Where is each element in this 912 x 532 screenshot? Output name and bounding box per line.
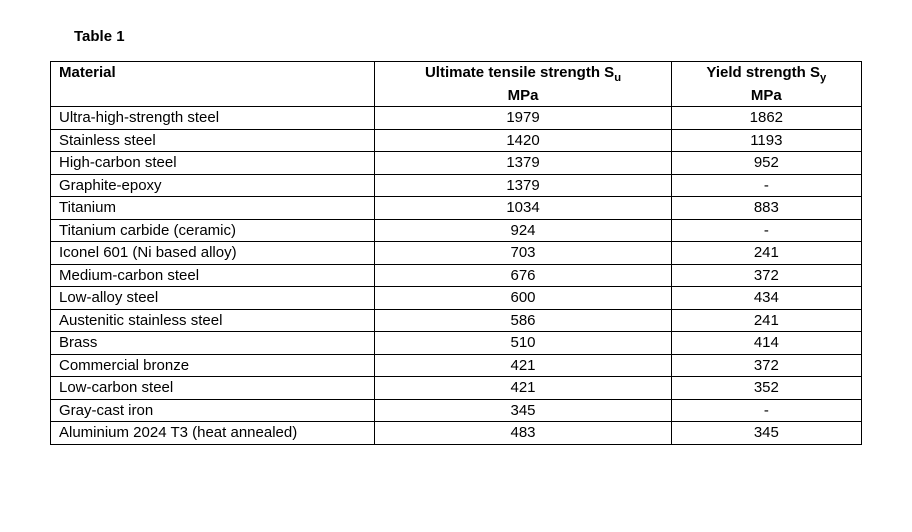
cell-ys: 352	[671, 377, 861, 400]
cell-uts: 1379	[375, 152, 671, 175]
cell-ys: 241	[671, 309, 861, 332]
table-row: Low-carbon steel421352	[51, 377, 862, 400]
cell-uts: 703	[375, 242, 671, 265]
table-row: Medium-carbon steel676372	[51, 264, 862, 287]
cell-uts: 1979	[375, 107, 671, 130]
header-ys-sub: y	[820, 72, 826, 84]
cell-ys: 345	[671, 422, 861, 445]
header-ys-unit: MPa	[680, 86, 853, 106]
cell-ys: -	[671, 399, 861, 422]
table-row: Austenitic stainless steel586241	[51, 309, 862, 332]
cell-uts: 600	[375, 287, 671, 310]
cell-uts: 483	[375, 422, 671, 445]
header-material: Material	[51, 62, 375, 107]
table-row: Titanium1034883	[51, 197, 862, 220]
header-uts: Ultimate tensile strength Su MPa	[375, 62, 671, 107]
header-ys-label: Yield strength S	[706, 64, 820, 81]
materials-table: Material Ultimate tensile strength Su MP…	[50, 61, 862, 445]
cell-material: Graphite-epoxy	[51, 174, 375, 197]
cell-material: Titanium carbide (ceramic)	[51, 219, 375, 242]
cell-ys: 372	[671, 264, 861, 287]
cell-uts: 1034	[375, 197, 671, 220]
cell-material: Medium-carbon steel	[51, 264, 375, 287]
table-row: Ultra-high-strength steel19791862	[51, 107, 862, 130]
cell-uts: 1420	[375, 129, 671, 152]
cell-ys: 1862	[671, 107, 861, 130]
cell-material: High-carbon steel	[51, 152, 375, 175]
header-material-label: Material	[59, 64, 116, 81]
header-uts-sub: u	[614, 72, 621, 84]
cell-ys: 414	[671, 332, 861, 355]
cell-ys: 952	[671, 152, 861, 175]
cell-material: Austenitic stainless steel	[51, 309, 375, 332]
cell-uts: 421	[375, 354, 671, 377]
table-row: Gray-cast iron345-	[51, 399, 862, 422]
cell-uts: 510	[375, 332, 671, 355]
header-ys: Yield strength Sy MPa	[671, 62, 861, 107]
cell-material: Stainless steel	[51, 129, 375, 152]
table-row: High-carbon steel1379952	[51, 152, 862, 175]
table-row: Aluminium 2024 T3 (heat annealed)483345	[51, 422, 862, 445]
table-row: Commercial bronze421372	[51, 354, 862, 377]
table-row: Titanium carbide (ceramic)924-	[51, 219, 862, 242]
cell-material: Iconel 601 (Ni based alloy)	[51, 242, 375, 265]
cell-uts: 924	[375, 219, 671, 242]
cell-ys: -	[671, 174, 861, 197]
table-header-row: Material Ultimate tensile strength Su MP…	[51, 62, 862, 107]
cell-ys: 1193	[671, 129, 861, 152]
table-row: Stainless steel14201193	[51, 129, 862, 152]
cell-ys: 883	[671, 197, 861, 220]
table-row: Brass510414	[51, 332, 862, 355]
table-row: Graphite-epoxy1379-	[51, 174, 862, 197]
table-caption: Table 1	[74, 28, 862, 45]
cell-material: Low-alloy steel	[51, 287, 375, 310]
cell-ys: 241	[671, 242, 861, 265]
cell-material: Commercial bronze	[51, 354, 375, 377]
cell-ys: -	[671, 219, 861, 242]
table-row: Low-alloy steel600434	[51, 287, 862, 310]
cell-material: Titanium	[51, 197, 375, 220]
cell-material: Low-carbon steel	[51, 377, 375, 400]
cell-material: Ultra-high-strength steel	[51, 107, 375, 130]
cell-uts: 676	[375, 264, 671, 287]
cell-material: Gray-cast iron	[51, 399, 375, 422]
table-row: Iconel 601 (Ni based alloy)703241	[51, 242, 862, 265]
cell-uts: 345	[375, 399, 671, 422]
cell-ys: 434	[671, 287, 861, 310]
header-uts-label: Ultimate tensile strength S	[425, 64, 614, 81]
header-uts-unit: MPa	[383, 86, 662, 106]
cell-material: Brass	[51, 332, 375, 355]
cell-ys: 372	[671, 354, 861, 377]
cell-material: Aluminium 2024 T3 (heat annealed)	[51, 422, 375, 445]
cell-uts: 1379	[375, 174, 671, 197]
table-body: Ultra-high-strength steel19791862Stainle…	[51, 107, 862, 445]
cell-uts: 421	[375, 377, 671, 400]
cell-uts: 586	[375, 309, 671, 332]
